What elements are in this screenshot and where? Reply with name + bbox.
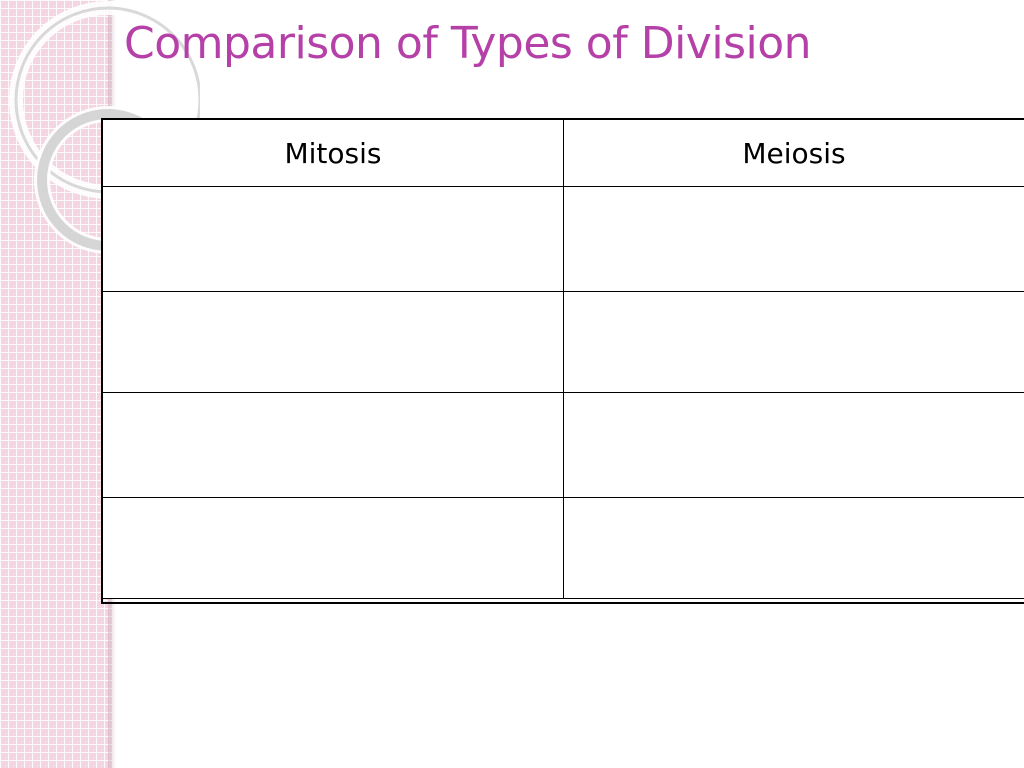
table-cell-mitosis bbox=[102, 392, 564, 498]
header-meiosis: Meiosis bbox=[563, 119, 1024, 187]
table-row bbox=[102, 186, 1024, 292]
header-mitosis: Mitosis bbox=[102, 119, 564, 187]
table-cell-meiosis bbox=[563, 497, 1024, 599]
table-cell-meiosis bbox=[563, 291, 1024, 393]
comparison-table: Mitosis Meiosis bbox=[102, 119, 1024, 599]
table-row bbox=[102, 392, 1024, 498]
table-row bbox=[102, 291, 1024, 393]
table-cell-meiosis bbox=[563, 186, 1024, 292]
table-cell-mitosis bbox=[102, 186, 564, 292]
slide-title: Comparison of Types of Division bbox=[124, 18, 812, 69]
table-header-row: Mitosis Meiosis bbox=[102, 119, 1024, 187]
table-cell-mitosis bbox=[102, 291, 564, 393]
table-cell-meiosis bbox=[563, 392, 1024, 498]
table-row bbox=[102, 497, 1024, 599]
table-cell-mitosis bbox=[102, 497, 564, 599]
